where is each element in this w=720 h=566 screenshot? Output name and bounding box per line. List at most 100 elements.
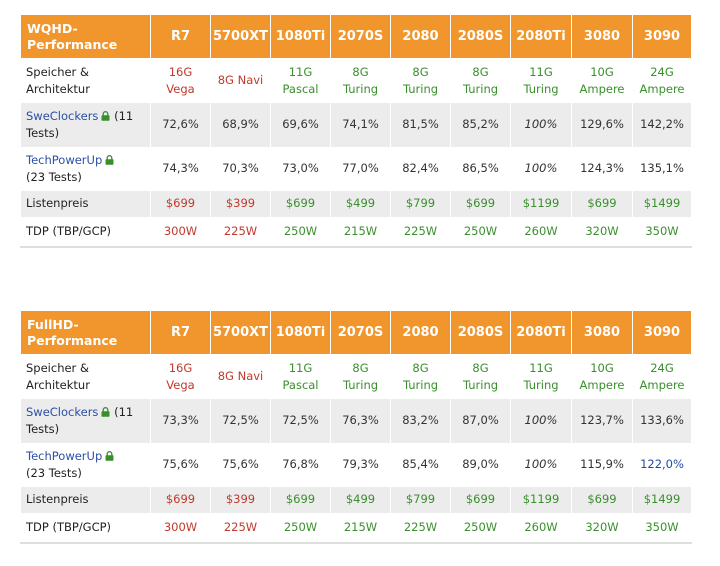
memory-cell: 11G Pascal — [270, 354, 331, 399]
techpowerup-value: 82,4% — [390, 146, 451, 191]
price-cell: $1499 — [632, 190, 692, 217]
tdp-cell: 250W — [270, 512, 331, 544]
sweclockers-value: 87,0% — [450, 398, 511, 443]
memory-cell: 10G Ampere — [571, 354, 633, 399]
price-cell: $699 — [450, 190, 511, 217]
techpowerup-value: 76,8% — [270, 442, 331, 487]
tdp-cell: 250W — [270, 216, 331, 248]
column-header: 3080 — [571, 310, 633, 355]
row-label: Speicher & Architektur — [20, 354, 151, 399]
sweclockers-link[interactable]: SweClockers — [26, 108, 99, 123]
row-label: TDP (TBP/GCP) — [20, 216, 151, 248]
row-label: Listenpreis — [20, 190, 151, 217]
sweclockers-value: 83,2% — [390, 398, 451, 443]
column-header: 3080 — [571, 14, 633, 59]
column-header: 5700XT — [210, 310, 271, 355]
table-row: Speicher & Architektur 16G Vega 8G Navi 11G Pa… — [20, 354, 692, 399]
sweclockers-value: 72,5% — [210, 398, 271, 443]
memory-cell: 8G Navi — [210, 354, 271, 399]
memory-cell: 8G Turing — [450, 354, 511, 399]
column-header: 2080 — [390, 310, 451, 355]
techpowerup-link[interactable]: TechPowerUp — [26, 152, 103, 167]
memory-cell: 11G Pascal — [270, 58, 331, 103]
tdp-cell: 300W — [150, 512, 211, 544]
column-header: 2080Ti — [510, 310, 572, 355]
price-cell: $699 — [150, 486, 211, 513]
header-row: FullHD- Performance R7 5700XT 1080Ti 2070S 208… — [20, 310, 692, 355]
memory-cell: 8G Turing — [390, 354, 451, 399]
row-label: TechPowerUp (23 Tests) — [20, 442, 151, 487]
sweclockers-value: 142,2% — [632, 102, 692, 147]
tdp-cell: 350W — [632, 216, 692, 248]
table-row: Speicher & Architektur 16G Vega 8G Navi 11G Pa… — [20, 58, 692, 103]
memory-cell: 24G Ampere — [632, 354, 692, 399]
table-row: SweClockers (11 Tests) 73,3% 72,5% 72,5% 76,3… — [20, 398, 692, 443]
techpowerup-link[interactable]: TechPowerUp — [26, 448, 103, 463]
sweclockers-value: 69,6% — [270, 102, 331, 147]
column-header: 1080Ti — [270, 14, 331, 59]
column-header: 2080 — [390, 14, 451, 59]
tdp-cell: 250W — [450, 512, 511, 544]
price-cell: $699 — [571, 190, 633, 217]
price-cell: $699 — [270, 486, 331, 513]
column-header: 2070S — [330, 310, 391, 355]
lock-icon — [105, 154, 114, 165]
tdp-cell: 225W — [210, 216, 271, 248]
column-header: 2080S — [450, 310, 511, 355]
sweclockers-value: 81,5% — [390, 102, 451, 147]
price-cell: $699 — [270, 190, 331, 217]
memory-cell: 10G Ampere — [571, 58, 633, 103]
price-cell: $1499 — [632, 486, 692, 513]
table-title: FullHD- Performance — [20, 310, 151, 355]
sweclockers-value: 74,1% — [330, 102, 391, 147]
row-label: SweClockers (11 Tests) — [20, 102, 151, 147]
tdp-cell: 260W — [510, 216, 572, 248]
table-row: SweClockers (11 Tests) 72,6% 68,9% 69,6% 74,1… — [20, 102, 692, 147]
price-cell: $699 — [571, 486, 633, 513]
row-label: Speicher & Architektur — [20, 58, 151, 103]
tdp-cell: 225W — [390, 216, 451, 248]
memory-cell: 8G Turing — [450, 58, 511, 103]
tdp-cell: 225W — [390, 512, 451, 544]
row-label: Listenpreis — [20, 486, 151, 513]
techpowerup-value: 73,0% — [270, 146, 331, 191]
techpowerup-value: 86,5% — [450, 146, 511, 191]
techpowerup-value: 85,4% — [390, 442, 451, 487]
price-cell: $399 — [210, 190, 271, 217]
sweclockers-link[interactable]: SweClockers — [26, 404, 99, 419]
memory-cell: 16G Vega — [150, 58, 211, 103]
column-header: R7 — [150, 14, 211, 59]
tdp-cell: 250W — [450, 216, 511, 248]
sweclockers-value: 73,3% — [150, 398, 211, 443]
wqhd-performance-table: WQHD- Performance R7 5700XT 1080Ti 2070S 2080 2… — [20, 14, 692, 248]
column-header: 2070S — [330, 14, 391, 59]
table-row: TDP (TBP/GCP) 300W 225W 250W 215W 225W 250W 260… — [20, 512, 692, 544]
techpowerup-value: 79,3% — [330, 442, 391, 487]
sweclockers-value: 129,6% — [571, 102, 633, 147]
tdp-cell: 350W — [632, 512, 692, 544]
memory-cell: 8G Navi — [210, 58, 271, 103]
tdp-cell: 215W — [330, 216, 391, 248]
sweclockers-value: 68,9% — [210, 102, 271, 147]
table-title: WQHD- Performance — [20, 14, 151, 59]
memory-cell: 8G Turing — [330, 58, 391, 103]
memory-cell: 8G Turing — [330, 354, 391, 399]
memory-cell: 16G Vega — [150, 354, 211, 399]
price-cell: $1199 — [510, 486, 572, 513]
price-cell: $699 — [450, 486, 511, 513]
column-header: 1080Ti — [270, 310, 331, 355]
techpowerup-value: 122,0% — [632, 442, 692, 487]
tdp-cell: 225W — [210, 512, 271, 544]
techpowerup-value: 115,9% — [571, 442, 633, 487]
sweclockers-value: 72,5% — [270, 398, 331, 443]
tdp-cell: 260W — [510, 512, 572, 544]
sweclockers-value: 72,6% — [150, 102, 211, 147]
column-header: 3090 — [632, 14, 692, 59]
table-row: Listenpreis $699 $399 $699 $499 $799 $699 $1199… — [20, 190, 692, 217]
techpowerup-value: 77,0% — [330, 146, 391, 191]
header-row: WQHD- Performance R7 5700XT 1080Ti 2070S 2080 2… — [20, 14, 692, 59]
column-header: 2080S — [450, 14, 511, 59]
price-cell: $499 — [330, 190, 391, 217]
price-cell: $1199 — [510, 190, 572, 217]
techpowerup-value: 100% — [510, 146, 572, 191]
